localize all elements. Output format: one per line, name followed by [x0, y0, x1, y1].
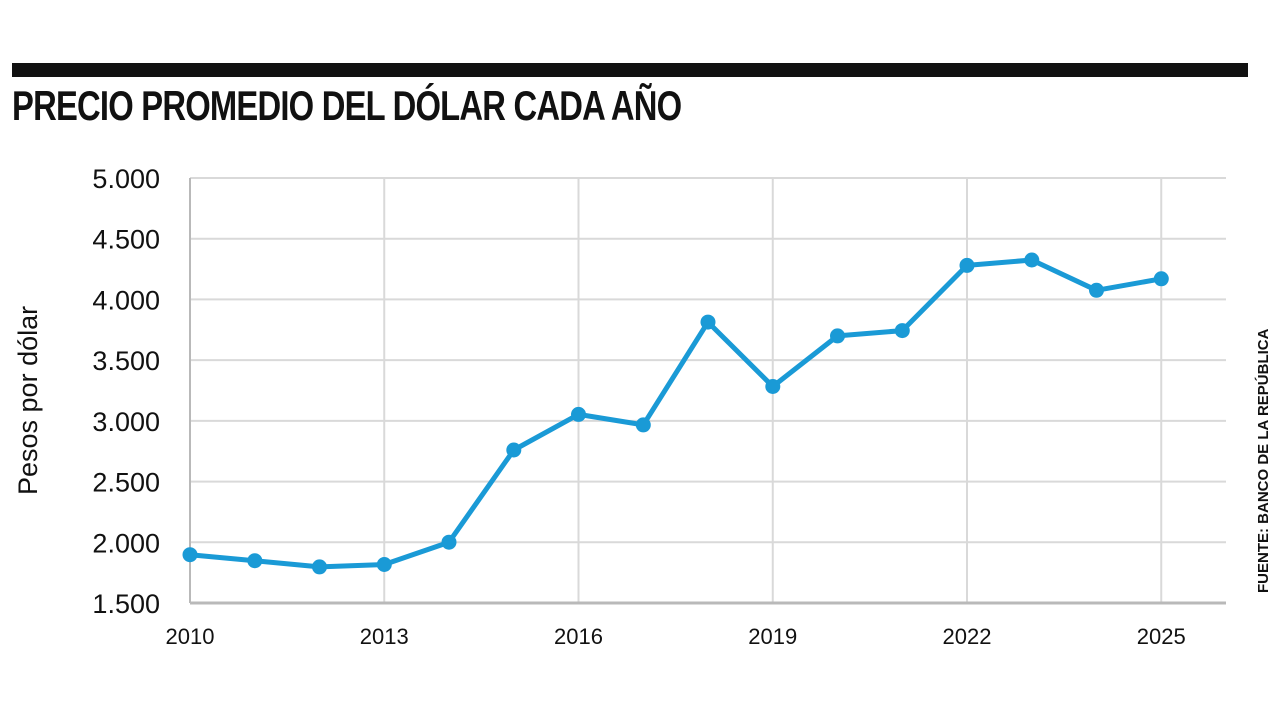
- data-point: [635, 417, 651, 433]
- y-tick-label: 3.000: [92, 407, 160, 437]
- y-tick-label: 2.000: [92, 528, 160, 558]
- data-point: [571, 406, 586, 422]
- data-point: [894, 323, 910, 339]
- y-tick-label: 1.500: [92, 589, 160, 619]
- x-tick-label: 2022: [943, 624, 992, 649]
- label-layer: Pesos por dólar FUENTE: BANCO DE LA REPÚ…: [13, 164, 1272, 649]
- source-note: FUENTE: BANCO DE LA REPÚBLICA: [1254, 328, 1272, 593]
- data-point: [830, 328, 845, 344]
- data-point: [506, 442, 522, 458]
- series-line: [187, 257, 1164, 570]
- series-layer: [182, 252, 1169, 575]
- data-point: [1089, 282, 1104, 298]
- data-point: [312, 559, 327, 575]
- y-tick-label: 5.000: [92, 164, 160, 194]
- x-tick-label: 2013: [360, 624, 409, 649]
- data-point: [700, 314, 716, 330]
- y-tick-label: 4.000: [92, 285, 160, 315]
- top-rule: [12, 63, 1248, 77]
- data-point: [1024, 252, 1040, 268]
- data-point: [247, 553, 263, 569]
- x-tick-label: 2010: [166, 624, 215, 649]
- data-point: [376, 557, 392, 572]
- data-point: [959, 257, 975, 273]
- x-tick-label: 2016: [554, 624, 603, 649]
- data-point: [441, 534, 457, 550]
- y-axis-label: Pesos por dólar: [13, 306, 43, 495]
- y-tick-label: 3.500: [92, 346, 160, 376]
- data-point: [182, 547, 198, 563]
- y-tick-label: 2.500: [92, 468, 160, 498]
- y-tick-label: 4.500: [92, 225, 160, 255]
- grid-layer: [189, 177, 1226, 603]
- axis-layer: [189, 178, 1226, 605]
- data-point: [1153, 271, 1169, 287]
- data-point: [765, 379, 781, 394]
- chart-title: PRECIO PROMEDIO DEL DÓLAR CADA AÑO: [12, 82, 682, 129]
- x-tick-label: 2019: [748, 624, 797, 649]
- x-tick-label: 2025: [1137, 624, 1186, 649]
